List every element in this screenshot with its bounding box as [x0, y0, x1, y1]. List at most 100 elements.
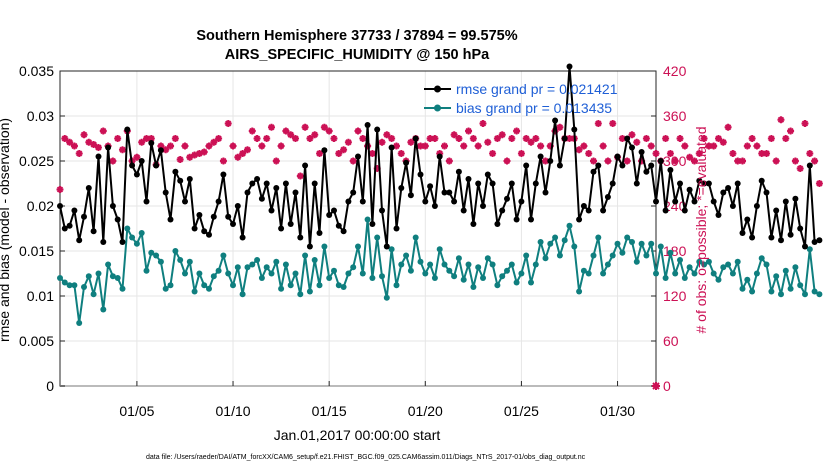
y-axis-right-label: # of obs: o=possible; *=evaluated [693, 126, 709, 333]
obs-evaluated-marker [460, 142, 468, 150]
rmse-point [369, 221, 376, 227]
bias-point [494, 282, 501, 289]
obs-evaluated-marker [666, 150, 674, 157]
obs-evaluated-marker [469, 135, 477, 142]
obs-evaluated-marker [681, 142, 689, 150]
rmse-point [773, 207, 780, 214]
legend-bias-label: bias grand pr = 0.013435 [456, 100, 612, 116]
bias-point [210, 273, 217, 280]
bias-point [734, 258, 741, 265]
rmse-point [657, 158, 664, 164]
bias-point [701, 261, 708, 268]
rmse-point [182, 198, 188, 205]
bias-point [167, 282, 174, 289]
obs-evaluated-marker [551, 127, 559, 135]
bias-point [566, 222, 573, 229]
bias-point [355, 243, 361, 250]
rmse-point [566, 63, 573, 70]
legend-rmse-marker [434, 85, 441, 93]
bias-point [403, 252, 410, 259]
rmse-point [484, 171, 491, 178]
rmse-point [590, 168, 597, 175]
bias-point [436, 246, 443, 253]
bias-point [157, 258, 164, 265]
rmse-point [489, 180, 496, 187]
obs-evaluated-marker [61, 135, 69, 142]
bias-point [114, 275, 121, 281]
obs-evaluated-marker [311, 131, 319, 139]
bias-point [292, 270, 299, 277]
bias-point [100, 306, 107, 313]
obs-evaluated-marker [397, 150, 405, 157]
bias-point [196, 270, 203, 277]
obs-evaluated-marker [541, 157, 549, 165]
rmse-point [177, 177, 184, 184]
obs-evaluated-marker [465, 127, 473, 135]
rmse-point [619, 162, 626, 169]
obs-evaluated-marker [392, 142, 400, 150]
rmse-point [528, 216, 534, 223]
obs-evaluated-marker [445, 157, 453, 165]
obs-evaluated-marker [306, 135, 314, 142]
legend: rmse grand pr = 0.021421 bias grand pr =… [424, 81, 618, 116]
bias-point [768, 288, 775, 295]
obs-evaluated-marker [724, 123, 732, 131]
rmse-point [787, 231, 794, 238]
bias-point [662, 275, 669, 281]
rmse-point [715, 212, 722, 218]
bias-point [614, 240, 621, 247]
bias-point [148, 249, 155, 256]
rmse-point [571, 126, 578, 133]
y-axis-left-label: rmse and bias (model - observation) [0, 118, 12, 342]
bias-point [239, 291, 246, 298]
obs-evaluated-marker [782, 135, 790, 142]
rmse-point [109, 203, 116, 209]
obs-evaluated-marker [801, 120, 809, 127]
bias-point [244, 264, 251, 271]
obs-evaluated-marker [239, 150, 247, 157]
obs-evaluated-marker [729, 150, 737, 157]
rmse-point [629, 144, 635, 151]
bias-point [66, 282, 73, 289]
obs-evaluated-marker [224, 120, 232, 127]
rmse-point [119, 239, 126, 245]
obs-evaluated-marker [143, 135, 151, 142]
rmse-point [196, 212, 203, 218]
rmse-point [66, 222, 73, 229]
obs-evaluated-marker [508, 135, 516, 142]
rmse-point [580, 203, 587, 209]
obs-evaluated-marker [349, 157, 357, 165]
rmse-point [244, 189, 251, 196]
bias-point [119, 285, 126, 292]
bias-point [797, 282, 804, 289]
obs-evaluated-marker [517, 150, 525, 157]
y-left-tick-label: 0.015 [19, 243, 54, 259]
rmse-point [691, 198, 698, 205]
rmse-point [278, 225, 285, 232]
rmse-point [739, 230, 746, 236]
bias-point [431, 275, 438, 281]
bias-point [350, 264, 357, 271]
bias-point [359, 270, 366, 277]
y-left-tick-label: 0.005 [19, 333, 54, 349]
rmse-point [393, 225, 400, 232]
bias-point [191, 288, 198, 295]
bias-point [691, 270, 698, 277]
bias-point [302, 252, 309, 259]
bias-point [604, 261, 611, 268]
rmse-point [451, 198, 458, 205]
bias-point [335, 282, 342, 289]
rmse-point [480, 203, 486, 209]
bias-point [90, 291, 97, 298]
bias-point [374, 234, 381, 241]
rmse-point [643, 168, 650, 175]
rmse-point [806, 162, 813, 169]
obs-evaluated-marker [638, 157, 646, 165]
bias-point [417, 258, 424, 265]
bias-point [537, 239, 544, 245]
obs-evaluated-marker [90, 141, 98, 148]
obs-evaluated-marker [277, 142, 285, 150]
rmse-point [436, 153, 443, 160]
rmse-point [720, 189, 727, 196]
y-left-tick-label: 0.01 [27, 288, 54, 304]
